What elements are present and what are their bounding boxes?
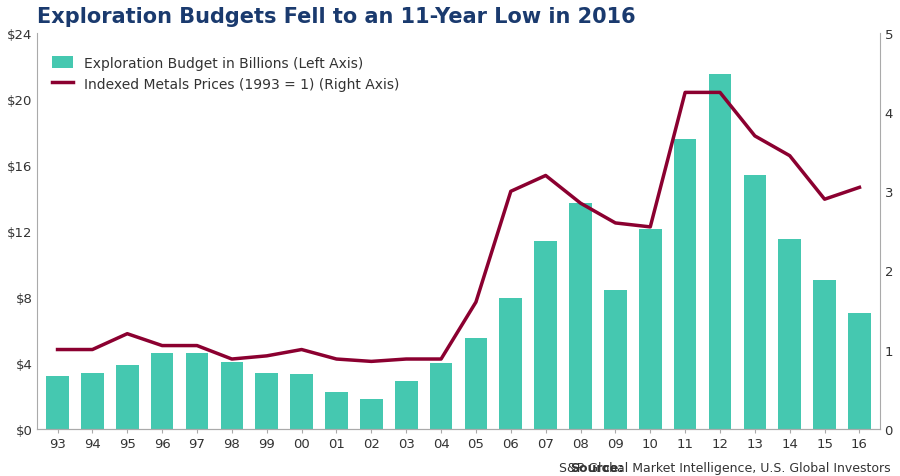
- Indexed Metals Prices (1993 = 1) (Right Axis): [645, 225, 656, 230]
- Indexed Metals Prices (1993 = 1) (Right Axis): [819, 197, 830, 203]
- Bar: [185, 353, 208, 429]
- Indexed Metals Prices (1993 = 1) (Right Axis): [575, 201, 586, 207]
- Indexed Metals Prices (1993 = 1) (Right Axis): [87, 347, 98, 353]
- Bar: [535, 241, 557, 429]
- Indexed Metals Prices (1993 = 1) (Right Axis): [122, 331, 132, 337]
- Indexed Metals Prices (1993 = 1) (Right Axis): [296, 347, 307, 353]
- Indexed Metals Prices (1993 = 1) (Right Axis): [52, 347, 63, 353]
- Bar: [743, 176, 766, 429]
- Indexed Metals Prices (1993 = 1) (Right Axis): [680, 90, 690, 96]
- Bar: [256, 373, 278, 429]
- Line: Indexed Metals Prices (1993 = 1) (Right Axis): Indexed Metals Prices (1993 = 1) (Right …: [58, 93, 860, 362]
- Bar: [778, 239, 801, 429]
- Bar: [848, 314, 871, 429]
- Bar: [360, 399, 382, 429]
- Bar: [708, 75, 732, 429]
- Indexed Metals Prices (1993 = 1) (Right Axis): [366, 359, 377, 365]
- Indexed Metals Prices (1993 = 1) (Right Axis): [715, 90, 725, 96]
- Bar: [325, 393, 347, 429]
- Bar: [674, 139, 697, 429]
- Bar: [814, 281, 836, 429]
- Bar: [464, 338, 487, 429]
- Indexed Metals Prices (1993 = 1) (Right Axis): [784, 153, 795, 159]
- Bar: [500, 299, 522, 429]
- Bar: [395, 381, 418, 429]
- Bar: [569, 203, 592, 429]
- Indexed Metals Prices (1993 = 1) (Right Axis): [471, 299, 482, 305]
- Indexed Metals Prices (1993 = 1) (Right Axis): [192, 343, 202, 349]
- Bar: [81, 373, 104, 429]
- Indexed Metals Prices (1993 = 1) (Right Axis): [227, 357, 238, 362]
- Bar: [220, 362, 243, 429]
- Bar: [639, 230, 662, 429]
- Indexed Metals Prices (1993 = 1) (Right Axis): [854, 185, 865, 191]
- Bar: [116, 366, 139, 429]
- Text: S&P Global Market Intelligence, U.S. Global Investors: S&P Global Market Intelligence, U.S. Glo…: [555, 461, 891, 474]
- Indexed Metals Prices (1993 = 1) (Right Axis): [750, 134, 760, 139]
- Bar: [291, 375, 313, 429]
- Indexed Metals Prices (1993 = 1) (Right Axis): [261, 353, 272, 359]
- Indexed Metals Prices (1993 = 1) (Right Axis): [610, 220, 621, 226]
- Indexed Metals Prices (1993 = 1) (Right Axis): [506, 189, 517, 195]
- Indexed Metals Prices (1993 = 1) (Right Axis): [157, 343, 167, 349]
- Bar: [46, 376, 69, 429]
- Indexed Metals Prices (1993 = 1) (Right Axis): [436, 357, 446, 362]
- Indexed Metals Prices (1993 = 1) (Right Axis): [540, 173, 551, 179]
- Bar: [604, 290, 626, 429]
- Bar: [151, 353, 174, 429]
- Text: Source:: Source:: [571, 461, 624, 474]
- Indexed Metals Prices (1993 = 1) (Right Axis): [331, 357, 342, 362]
- Bar: [429, 363, 453, 429]
- Legend: Exploration Budget in Billions (Left Axis), Indexed Metals Prices (1993 = 1) (Ri: Exploration Budget in Billions (Left Axi…: [52, 57, 400, 91]
- Indexed Metals Prices (1993 = 1) (Right Axis): [400, 357, 411, 362]
- Text: Exploration Budgets Fell to an 11-Year Low in 2016: Exploration Budgets Fell to an 11-Year L…: [37, 7, 635, 27]
